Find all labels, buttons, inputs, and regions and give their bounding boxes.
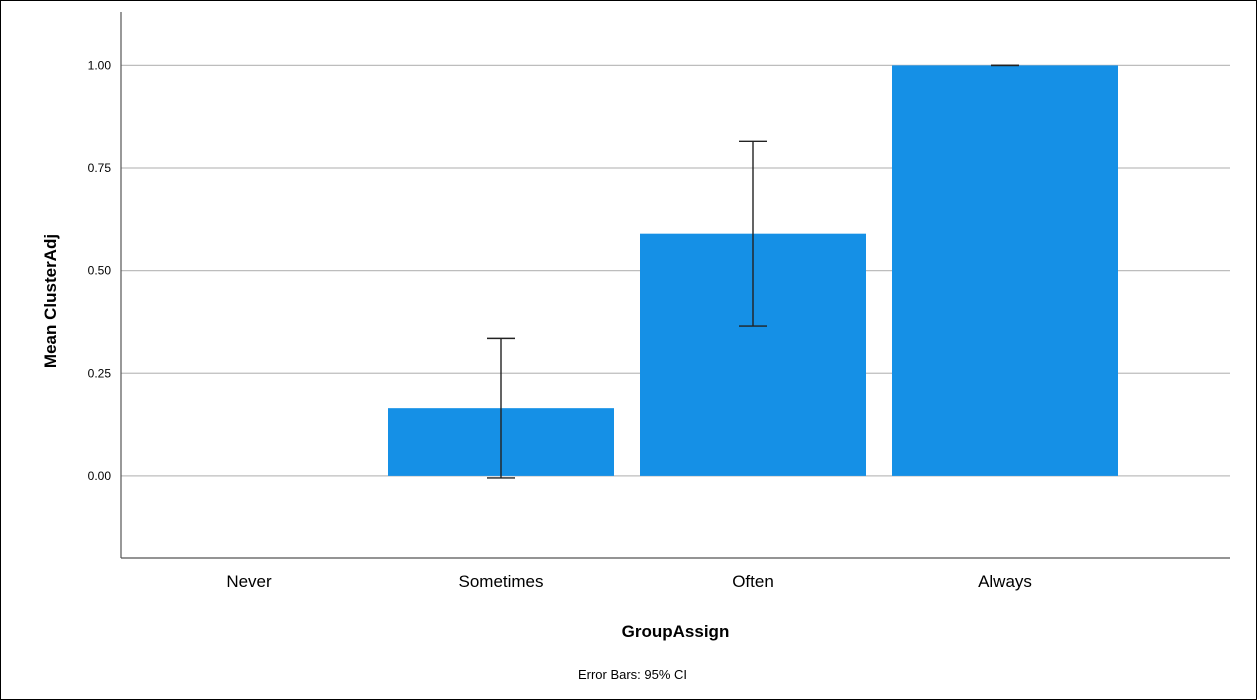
- x-axis-title: GroupAssign: [622, 622, 730, 641]
- x-tick-label: Sometimes: [458, 572, 543, 591]
- y-axis-title: Mean ClusterAdj: [41, 234, 60, 368]
- x-tick-label: Always: [978, 572, 1032, 591]
- y-tick-label: 0.25: [88, 366, 112, 380]
- error-bars: [487, 64, 1019, 479]
- bar: [892, 65, 1118, 476]
- axes: [120, 12, 1230, 559]
- y-tick-label: 0.00: [88, 469, 112, 483]
- y-tick-labels: 0.00 0.25 0.50 0.75 1.00: [88, 58, 112, 483]
- y-tick-label: 0.50: [88, 264, 112, 278]
- bars: [388, 65, 1118, 476]
- y-tick-label: 1.00: [88, 58, 112, 72]
- error-bars-note: Error Bars: 95% CI: [578, 667, 687, 682]
- x-tick-label: Often: [732, 572, 774, 591]
- y-tick-label: 0.75: [88, 161, 112, 175]
- x-tick-labels: Never Sometimes Often Always: [226, 572, 1032, 591]
- x-tick-label: Never: [226, 572, 272, 591]
